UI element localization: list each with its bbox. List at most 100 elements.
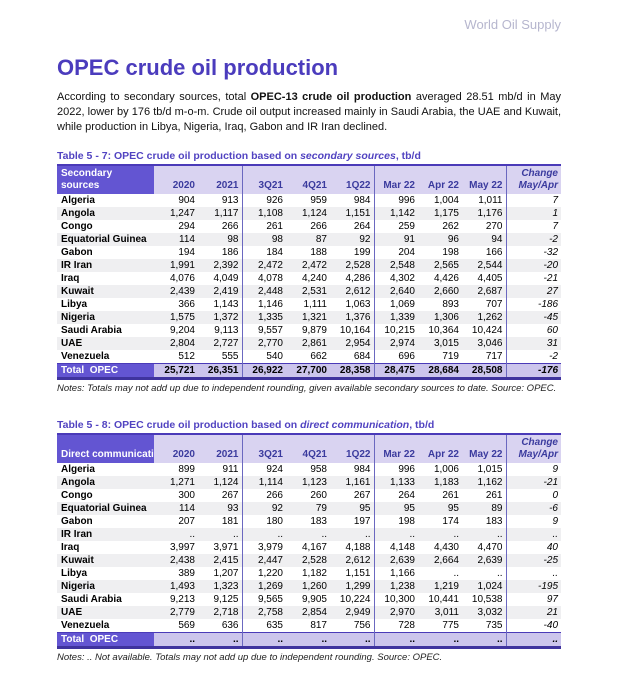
table-header-row: Direct communication 202020213Q214Q211Q2… [57,433,561,463]
country-label: Venezuela [61,350,110,362]
value-cell: 98 [271,233,283,245]
value-cell: 2,419 [198,284,243,298]
column-header: 3Q21 [242,164,286,194]
value-cell: 9,125 [198,592,243,606]
table-section-direct-communication: Table 5 - 8: OPEC crude oil production b… [57,419,561,663]
country-label: Venezuela [61,619,110,631]
value-cell: 2,472 [301,259,327,271]
column-header: 4Q21 [286,433,330,463]
value-cell: 9,113 [198,323,243,337]
column-header: May 22 [462,433,507,463]
value-cell: 10,224 [330,592,375,606]
change-cell: -45 [543,311,558,323]
value-cell: 728 [398,619,415,631]
intro-text-bold: OPEC-13 crude oil production [250,91,412,103]
value-cell: 266 [310,220,327,232]
value-cell: 10,215 [384,324,415,336]
value-cell: 79 [315,502,327,514]
table-body: Algeria 904 913 926 959 984 996 1,004 1,011 7 Ango… [57,193,561,364]
value-cell: 899 [178,463,195,475]
country-label: Saudi Arabia [61,324,122,336]
value-cell: 1,323 [198,579,243,593]
value-cell: 194 [178,246,195,258]
value-cell: 4,430 [433,541,459,553]
country-row: IR Iran 1,991 2,392 2,472 2,472 2,528 2,548 2,5… [57,258,561,272]
value-cell: 984 [330,193,375,207]
value-cell: 1,219 [433,580,459,592]
value-cell: 719 [442,350,459,362]
country-row: UAE 2,804 2,727 2,770 2,861 2,954 2,974 3,015 3,… [57,336,561,350]
value-cell: 2,861 [301,337,327,349]
change-cell: 97 [546,593,558,605]
value-cell: 261 [462,488,507,502]
value-cell: 1,024 [462,579,507,593]
value-cell: 2,770 [257,337,283,349]
value-cell: 926 [266,194,283,206]
value-cell: 10,424 [462,323,507,337]
change-cell: 31 [546,337,558,349]
value-cell: 1,372 [198,310,243,324]
value-cell: 9,879 [301,324,327,336]
change-cell: -6 [549,502,558,514]
value-cell: 93 [198,501,243,515]
value-cell: 199 [330,245,375,259]
change-cell: -20 [543,259,558,271]
country-label: Gabon [61,246,93,258]
value-cell: 569 [178,619,195,631]
column-header: 3Q21 [242,433,286,463]
value-cell: 98 [198,232,243,246]
value-cell: .. [453,528,459,540]
value-cell: 259 [398,220,415,232]
value-cell: 684 [330,349,375,364]
country-label: Libya [61,567,88,579]
country-label: Nigeria [61,311,95,323]
label-header-line: Secondary [61,167,113,179]
value-cell: 4,188 [330,540,375,554]
country-row: Algeria 899 911 924 958 984 996 1,006 1,015 9 [57,462,561,476]
value-cell: 10,538 [462,592,507,606]
column-header: 4Q21 [286,164,330,194]
value-cell: 4,240 [301,272,327,284]
value-cell: 2,531 [301,285,327,297]
country-label: Saudi Arabia [61,593,122,605]
value-cell: 1,991 [169,259,195,271]
intro-paragraph: According to secondary sources, total OP… [57,90,561,136]
value-cell: 2,565 [433,259,459,271]
value-cell: 2,727 [198,336,243,350]
value-cell: 1,006 [433,463,459,475]
value-cell: 512 [178,350,195,362]
caption-italic: direct communication [300,418,410,431]
value-cell: 4,049 [198,271,243,285]
value-cell: 3,032 [462,605,507,619]
country-label: Congo [61,220,93,232]
table-caption: Table 5 - 8: OPEC crude oil production b… [57,419,561,431]
value-cell: 3,011 [434,606,459,618]
value-cell: 4,405 [462,271,507,285]
value-cell: 1,575 [169,311,195,323]
value-cell: 2,447 [257,554,283,566]
value-cell: 1,069 [389,298,415,310]
total-value-cell: 26,922 [252,364,283,376]
value-cell: 696 [398,350,415,362]
value-cell: 2,612 [330,553,375,567]
column-header: Mar 22 [374,164,418,194]
value-cell: 89 [462,501,507,515]
caption-prefix: Table 5 - 8: OPEC crude oil production b… [57,418,301,431]
value-cell: 181 [198,514,243,528]
value-cell: 1,321 [301,311,327,323]
value-cell: 2,718 [198,605,243,619]
table-header-row: Secondary sources 2020 2021 3Q21 4Q21 1Q22 Mar… [57,164,561,194]
value-cell: 1,114 [258,476,283,488]
value-cell: 2,639 [462,553,507,567]
change-cell: -25 [543,554,558,566]
country-label: Kuwait [61,285,94,297]
value-cell: 2,660 [433,285,459,297]
value-cell: 183 [310,515,327,527]
table-body: Algeria 899 911 924 958 984 996 1,006 1,015 9 Ango… [57,462,561,633]
column-header: May 22 [462,164,507,194]
value-cell: 3,979 [257,541,283,553]
value-cell: 540 [266,350,283,362]
country-row: Nigeria 1,575 1,372 1,335 1,321 1,376 1,339 1,3… [57,310,561,324]
value-cell: 2,804 [169,337,195,349]
value-cell: 1,162 [462,475,507,489]
